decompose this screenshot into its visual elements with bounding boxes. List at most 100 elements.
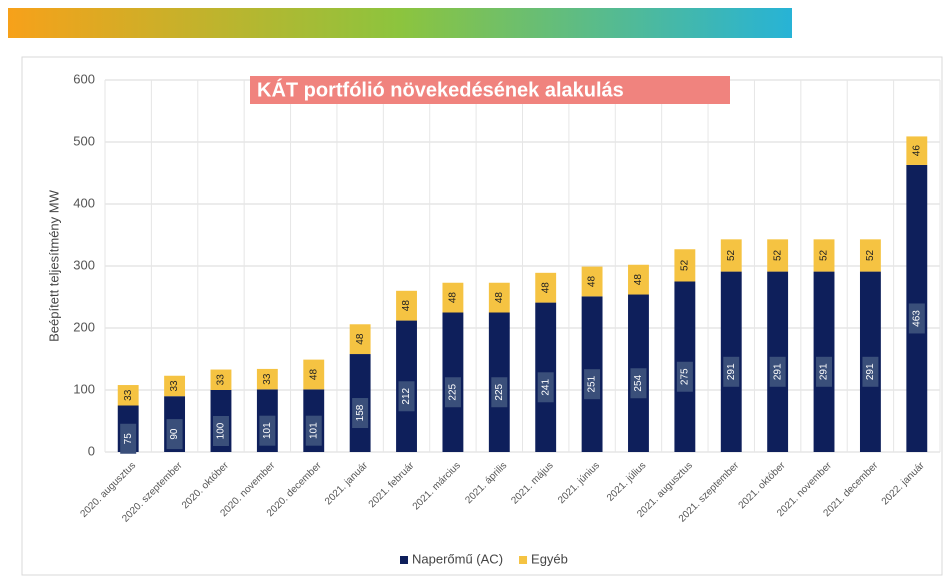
legend-label: Naperőmű (AC): [412, 551, 503, 566]
bar-segment: [442, 282, 464, 313]
data-label: 48: [633, 274, 644, 286]
y-tick-label: 100: [73, 381, 95, 396]
bar-segment: [906, 136, 928, 165]
bar-segment: [720, 239, 742, 272]
x-tick-label: 2022. január: [880, 460, 928, 508]
x-tick-label: 2021. április: [463, 460, 509, 506]
y-tick-label: 300: [73, 257, 95, 272]
y-tick-label: 400: [73, 195, 95, 210]
bar-segment: [256, 368, 278, 390]
data-label-box: [444, 377, 461, 408]
data-label: 291: [819, 363, 830, 380]
data-label: 101: [308, 422, 319, 439]
y-tick-label: 500: [73, 133, 95, 148]
bar-segment: [859, 239, 881, 272]
x-tick-label: 2021. március: [411, 460, 463, 512]
x-tick-label: 2021. január: [323, 460, 371, 508]
y-axis-label: Beépített teljesítmény MW: [46, 189, 61, 341]
data-label: 48: [355, 333, 366, 345]
data-label: 48: [494, 292, 505, 304]
y-tick-label: 600: [73, 71, 95, 86]
data-label: 291: [726, 363, 737, 380]
y-tick-label: 200: [73, 319, 95, 334]
data-label-box: [537, 372, 554, 403]
bar-segment: [767, 239, 789, 272]
bar-segment: [210, 369, 232, 390]
bar-segment: [674, 249, 696, 282]
legend-swatch: [400, 556, 408, 564]
data-label-box: [769, 356, 786, 387]
data-label: 48: [540, 282, 551, 294]
data-label-box: [259, 415, 276, 446]
data-label: 33: [123, 389, 134, 401]
data-label: 90: [169, 428, 180, 440]
data-label: 52: [865, 249, 876, 261]
data-label-box: [166, 419, 183, 450]
legend-swatch: [519, 556, 528, 564]
data-label: 225: [494, 383, 505, 400]
data-label: 48: [448, 292, 459, 304]
data-label: 48: [308, 369, 319, 381]
data-label: 241: [540, 379, 551, 396]
data-label: 33: [216, 374, 227, 386]
data-label: 46: [911, 145, 922, 157]
bar-segment: [535, 272, 557, 303]
bar-segment: [813, 239, 835, 272]
data-label: 48: [587, 276, 598, 288]
data-label-box: [723, 356, 740, 387]
data-label-box: [212, 416, 229, 446]
data-label-box: [584, 369, 601, 400]
data-label-box: [862, 356, 879, 387]
bar-segment: [117, 385, 139, 406]
chart-title: KÁT portfólió növekedésének alakulás: [257, 78, 624, 101]
bar-segment: [581, 266, 603, 297]
data-label: 275: [680, 368, 691, 385]
data-label-box: [491, 377, 508, 408]
data-label-box: [120, 423, 137, 454]
data-label: 52: [819, 249, 830, 261]
data-label: 101: [262, 422, 273, 439]
data-label: 33: [262, 373, 273, 385]
data-label: 254: [633, 374, 644, 391]
y-tick-label: 0: [88, 443, 95, 458]
data-label-box: [630, 368, 647, 399]
data-label-box: [908, 303, 925, 334]
data-label: 52: [726, 249, 737, 261]
x-tick-label: 2021. október: [737, 460, 788, 511]
bar-segment: [303, 359, 325, 390]
data-label: 52: [772, 249, 783, 261]
header-band: [8, 8, 792, 38]
data-label: 33: [169, 380, 180, 392]
data-label: 291: [865, 363, 876, 380]
data-label-box: [398, 381, 415, 412]
bar-segment: [488, 282, 510, 313]
x-tick-label: 2021. július: [605, 460, 649, 504]
data-label: 225: [448, 383, 459, 400]
bar-segment: [164, 375, 186, 397]
bar-segment: [628, 264, 649, 295]
data-label: 212: [401, 388, 412, 405]
data-label-box: [305, 415, 322, 446]
title-box: [250, 76, 730, 104]
x-tick-label: 2021. május: [509, 460, 555, 506]
x-tick-label: 2021. február: [367, 460, 417, 510]
bar-segment: [349, 324, 371, 355]
chart-frame: [21, 56, 943, 576]
data-label: 291: [772, 363, 783, 380]
data-label-box: [816, 356, 833, 387]
data-label: 75: [123, 433, 134, 445]
data-label: 100: [216, 422, 227, 439]
data-label: 463: [911, 310, 922, 327]
data-label-box: [352, 398, 369, 429]
bar-segment: [396, 290, 417, 321]
title-group: KÁT portfólió növekedésének alakulás: [257, 78, 624, 101]
data-label: 52: [680, 259, 691, 271]
data-label-box: [676, 361, 693, 392]
legend-label: Egyéb: [531, 551, 568, 566]
data-label: 251: [587, 375, 598, 392]
x-tick-label: 2020. október: [180, 460, 231, 511]
data-label: 48: [401, 300, 412, 312]
x-tick-label: 2021. június: [556, 460, 602, 506]
data-label: 158: [355, 404, 366, 421]
